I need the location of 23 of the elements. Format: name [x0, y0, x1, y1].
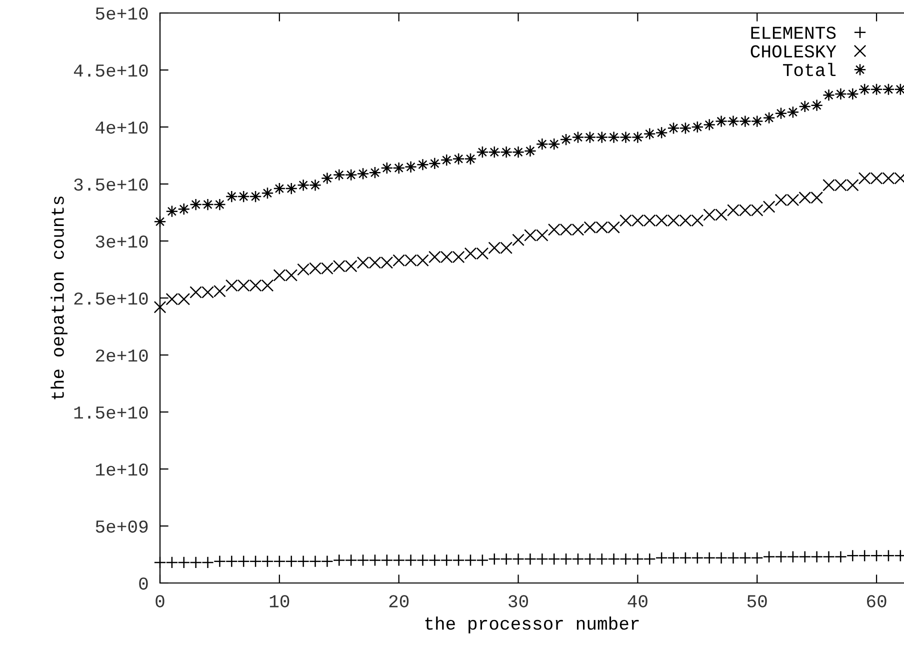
x-tick-label: 50	[747, 595, 767, 608]
x-tick-label: 40	[628, 595, 648, 608]
legend-label: CHOLESKY	[750, 45, 836, 58]
y-tick-label: 3.5e+10	[74, 178, 148, 191]
y-tick-label: 4.5e+10	[74, 64, 148, 77]
x-tick-label: 20	[389, 595, 409, 608]
y-axis-title: the oepation counts	[50, 196, 68, 400]
y-tick-label: 1e+10	[96, 463, 148, 476]
y-tick-label: 3e+10	[96, 235, 148, 248]
y-tick-label: 4e+10	[96, 121, 148, 134]
y-tick-label: 2e+10	[96, 349, 148, 362]
y-tick-label: 1.5e+10	[74, 406, 148, 419]
legend-label: Total	[783, 62, 836, 76]
x-tick-label: 30	[508, 595, 528, 608]
legend-label: ELEMENTS	[751, 26, 836, 39]
y-tick-label: 5e+10	[96, 7, 148, 20]
x-tick-label: 0	[156, 595, 164, 608]
y-tick-label: 0	[139, 577, 148, 590]
y-tick-label: 5e+09	[96, 520, 148, 533]
y-tick-label: 2.5e+10	[74, 292, 148, 305]
x-tick-label: 60	[867, 595, 886, 608]
x-tick-label: 10	[270, 595, 290, 608]
x-axis-title: the processor number	[425, 616, 639, 634]
